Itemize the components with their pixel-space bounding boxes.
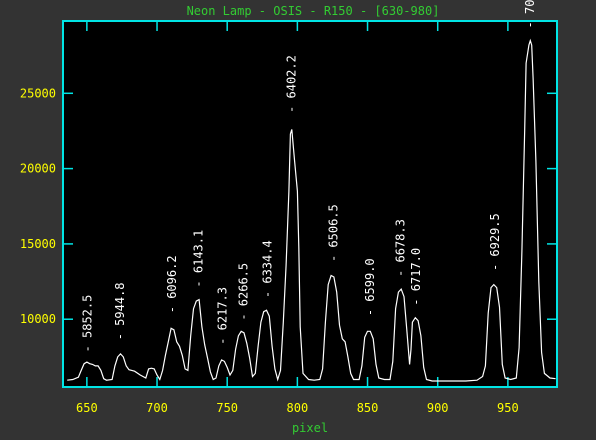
x-tick-label: 750 xyxy=(216,401,238,415)
x-axis-label: pixel xyxy=(292,421,328,435)
x-tick-label: 800 xyxy=(287,401,309,415)
line-annotation: - 6506.5 xyxy=(326,204,340,262)
line-annotation: - 6717.0 xyxy=(409,248,423,306)
line-annotation: - 6599.0 xyxy=(363,258,377,316)
line-annotation: - 6266.5 xyxy=(237,263,251,321)
line-annotation: - 5944.8 xyxy=(113,282,127,340)
x-tick-label: 650 xyxy=(76,401,98,415)
line-annotation: - 6929.5 xyxy=(488,213,502,271)
line-annotation: - 7032.4 xyxy=(523,0,537,28)
line-annotation: - 6402.2 xyxy=(284,55,298,113)
y-tick-label: 15000 xyxy=(20,237,56,251)
x-tick-label: 900 xyxy=(427,401,449,415)
line-annotation: - 6678.3 xyxy=(394,219,408,277)
chart-title: Neon Lamp - OSIS - R150 - [630-980] xyxy=(187,4,440,18)
plot-area xyxy=(63,21,557,387)
spectrum-line xyxy=(67,38,556,382)
y-tick-label: 10000 xyxy=(20,312,56,326)
line-annotation: - 6096.2 xyxy=(165,255,179,313)
x-tick-label: 700 xyxy=(146,401,168,415)
line-annotation: - 6334.4 xyxy=(260,240,274,298)
line-annotation: - 5852.5 xyxy=(81,295,95,353)
line-annotation: - 6217.3 xyxy=(216,287,230,345)
y-tick-label: 20000 xyxy=(20,162,56,176)
y-tick-label: 25000 xyxy=(20,86,56,100)
line-annotation: - 6143.1 xyxy=(192,230,206,288)
x-tick-label: 950 xyxy=(497,401,519,415)
plot-frame xyxy=(62,20,558,388)
x-tick-label: 850 xyxy=(357,401,379,415)
